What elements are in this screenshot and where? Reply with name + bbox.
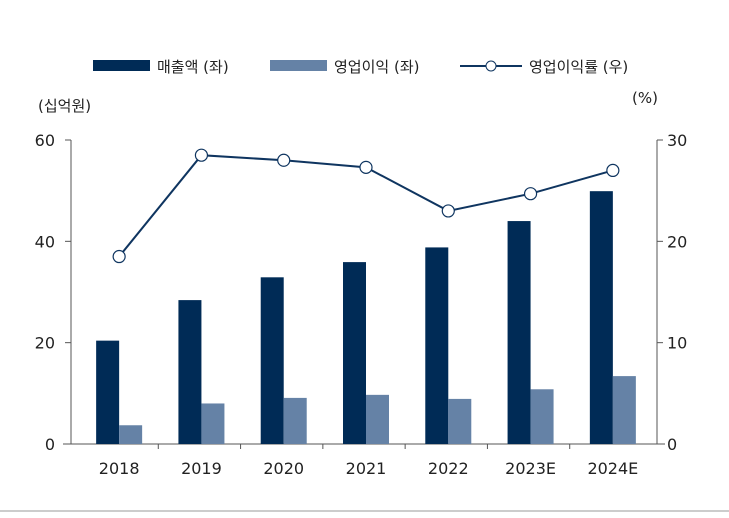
left-axis-label: (십억원) — [38, 97, 91, 115]
margin-point — [523, 187, 538, 201]
bar-revenue — [260, 277, 284, 444]
bar-revenue — [507, 221, 531, 444]
bar-revenue — [96, 340, 120, 444]
bar-revenue — [589, 191, 613, 444]
x-tick-label: 2019 — [181, 459, 222, 478]
bar-operating-profit — [612, 376, 636, 444]
legend-swatch — [93, 60, 150, 71]
x-tick-label: 2020 — [263, 459, 304, 478]
bar-revenue — [425, 247, 449, 444]
left-tick-label: 40 — [35, 232, 55, 251]
left-tick-label: 60 — [35, 131, 55, 150]
right-tick-label: 10 — [667, 334, 687, 353]
x-tick-label: 2018 — [99, 459, 140, 478]
legend-label: 영업이익률 (우) — [529, 58, 628, 76]
bar-revenue — [178, 300, 202, 444]
bar-operating-profit — [283, 397, 307, 444]
legend-label: 매출액 (좌) — [157, 58, 229, 76]
x-tick-label: 2021 — [346, 459, 387, 478]
line-series — [112, 148, 620, 264]
bar-operating-profit — [366, 394, 389, 444]
bar-operating-profit — [201, 403, 225, 444]
legend-marker — [485, 60, 497, 72]
margin-point — [112, 249, 126, 264]
right-tick-label: 30 — [667, 131, 687, 150]
bar-operating-profit — [448, 398, 472, 444]
legend: 매출액 (좌) 영업이익 (좌) 영업이익률 (우) — [93, 58, 628, 76]
legend-swatch — [270, 60, 327, 71]
left-tick-label: 20 — [35, 334, 55, 353]
margin-point — [441, 204, 455, 218]
margin-point — [277, 153, 291, 167]
bars — [96, 191, 636, 444]
bar-operating-profit — [530, 389, 554, 444]
bar-operating-profit — [119, 425, 143, 444]
right-axis-label: (%) — [632, 89, 658, 107]
x-tick-label: 2023E — [505, 459, 556, 478]
bar-revenue — [343, 262, 366, 444]
x-tick-label: 2022 — [428, 459, 469, 478]
right-tick-label: 0 — [667, 435, 677, 454]
axes: 0 20 40 60 0 10 20 30 2018 2019 2020 2021 2022 2023E 2… — [35, 131, 688, 478]
x-tick-label: 2024E — [587, 459, 638, 478]
margin-point — [606, 163, 620, 177]
left-tick-label: 0 — [45, 435, 55, 454]
right-tick-label: 20 — [667, 232, 687, 251]
margin-point — [194, 148, 209, 162]
legend-label: 영업이익 (좌) — [334, 58, 419, 76]
margin-point — [359, 160, 373, 174]
